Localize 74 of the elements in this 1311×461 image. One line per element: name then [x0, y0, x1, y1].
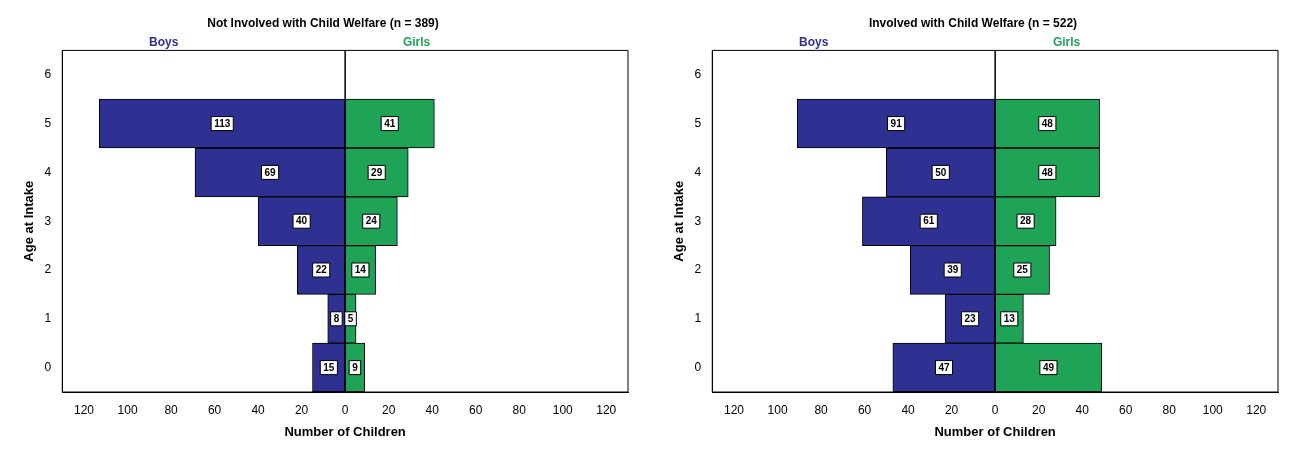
data-label: 9 — [352, 361, 359, 373]
y-tick-label: 3 — [694, 213, 702, 228]
y-tick-label: 5 — [44, 115, 52, 130]
y-tick-label: 1 — [44, 311, 52, 326]
y-tick-label: 0 — [694, 359, 702, 374]
data-label: 8 — [333, 313, 340, 325]
data-label: 48 — [1041, 117, 1054, 129]
x-tick-label: 120 — [724, 402, 745, 417]
x-tick-label: 60 — [469, 402, 483, 417]
y-tick-label: 5 — [694, 115, 702, 130]
x-tick-label: 80 — [814, 402, 829, 417]
y-axis-title: Age at Intake — [671, 180, 687, 262]
x-tick-label: 40 — [1075, 402, 1090, 417]
x-tick-label: 80 — [1162, 402, 1177, 417]
data-label: 50 — [935, 166, 947, 178]
chart-title: Not Involved with Child Welfare (n = 389) — [207, 15, 439, 30]
text: Girls — [402, 34, 431, 49]
x-tick-label: 20 — [944, 402, 959, 417]
x-tick-label: 40 — [901, 402, 916, 417]
data-label: 28 — [1020, 215, 1032, 227]
text: Girls — [1052, 34, 1081, 49]
x-tick-label: 20 — [381, 402, 396, 417]
x-tick-label: 40 — [251, 402, 266, 417]
x-tick-label: 100 — [1202, 402, 1224, 417]
data-label: 61 — [923, 215, 935, 227]
text: Boys — [799, 34, 829, 49]
data-label: 14 — [354, 264, 367, 276]
y-tick-label: 4 — [44, 164, 52, 179]
data-label: 24 — [365, 215, 378, 227]
x-axis-title: Number of Children — [284, 423, 406, 439]
data-label: 69 — [264, 166, 277, 178]
y-tick-label: 3 — [44, 213, 52, 228]
data-label: 47 — [938, 361, 950, 373]
data-label: 40 — [296, 215, 308, 227]
x-tick-label: 120 — [74, 402, 95, 417]
data-label: 23 — [964, 313, 977, 325]
x-axis-title: Number of Children — [934, 423, 1056, 439]
data-label: 13 — [1003, 313, 1016, 325]
x-tick-label: 120 — [1246, 402, 1267, 417]
x-tick-label: 40 — [425, 402, 440, 417]
x-tick-label: 100 — [767, 402, 788, 417]
x-tick-label: 80 — [164, 402, 179, 417]
data-label: 113 — [214, 117, 231, 129]
data-label: 49 — [1042, 361, 1055, 373]
y-tick-label: 4 — [694, 164, 702, 179]
data-label: 39 — [947, 264, 959, 276]
x-tick-label: 120 — [596, 402, 617, 417]
y-tick-label: 0 — [44, 359, 52, 374]
y-tick-label: 6 — [44, 67, 52, 82]
data-label: 41 — [384, 117, 396, 129]
data-label: 48 — [1041, 166, 1054, 178]
data-label: 25 — [1016, 264, 1029, 276]
y-tick-label: 2 — [44, 262, 52, 277]
text: Boys — [149, 34, 179, 49]
x-tick-label: 20 — [1031, 402, 1046, 417]
data-label: 22 — [315, 264, 328, 276]
y-tick-label: 1 — [694, 311, 702, 326]
data-label: 91 — [890, 117, 903, 129]
y-axis-title: Age at Intake — [21, 180, 37, 262]
y-tick-label: 6 — [694, 67, 702, 82]
data-label: 15 — [323, 361, 335, 373]
x-tick-label: 60 — [207, 402, 222, 417]
x-tick-label: 80 — [512, 402, 527, 417]
y-tick-label: 2 — [694, 262, 702, 277]
x-tick-label: 60 — [1119, 402, 1133, 417]
chart-title: Involved with Child Welfare (n = 522) — [868, 15, 1078, 30]
data-label: 5 — [347, 313, 354, 325]
data-label: 29 — [371, 166, 383, 178]
x-tick-label: 100 — [117, 402, 138, 417]
x-tick-label: 0 — [991, 402, 999, 417]
x-tick-label: 0 — [341, 402, 349, 417]
x-tick-label: 100 — [552, 402, 574, 417]
x-tick-label: 60 — [857, 402, 872, 417]
x-tick-label: 20 — [294, 402, 309, 417]
